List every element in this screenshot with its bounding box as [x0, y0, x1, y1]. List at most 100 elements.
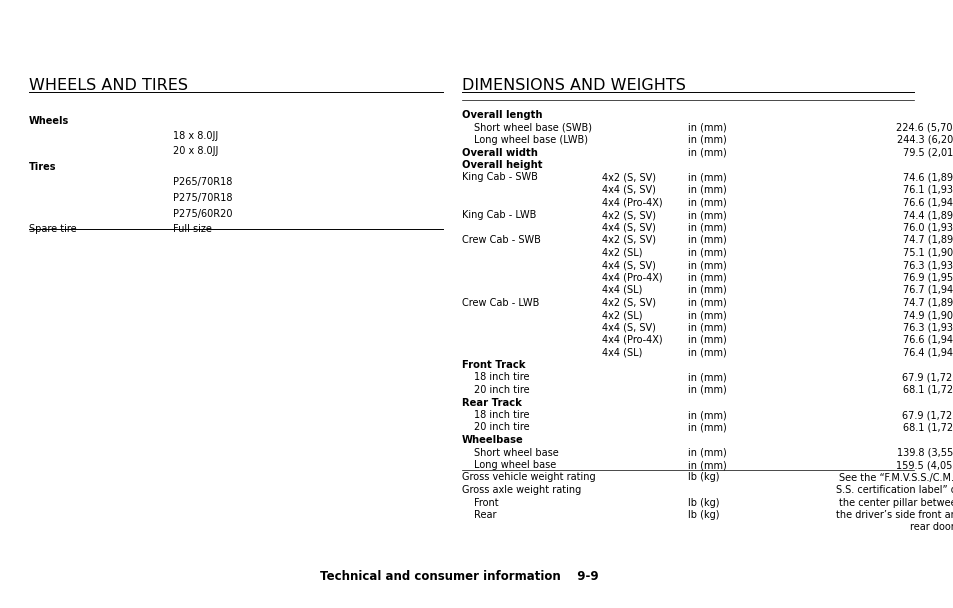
Text: 76.1 (1,934): 76.1 (1,934) [902, 185, 953, 195]
Text: Long wheel base: Long wheel base [473, 460, 556, 470]
Text: 18 x 8.0JJ: 18 x 8.0JJ [173, 131, 218, 141]
Text: Short wheel base (SWB): Short wheel base (SWB) [473, 122, 591, 133]
Text: lb (kg): lb (kg) [687, 472, 719, 483]
Text: in (mm): in (mm) [687, 122, 726, 133]
Text: the driver’s side front and: the driver’s side front and [835, 510, 953, 520]
Text: lb (kg): lb (kg) [687, 497, 719, 508]
Text: 4x2 (S, SV): 4x2 (S, SV) [601, 235, 655, 245]
Text: in (mm): in (mm) [687, 310, 726, 320]
Text: lb (kg): lb (kg) [687, 510, 719, 520]
Text: 76.6 (1,946): 76.6 (1,946) [902, 335, 953, 345]
Text: Crew Cab - SWB: Crew Cab - SWB [461, 235, 540, 245]
Text: in (mm): in (mm) [687, 198, 726, 207]
Text: in (mm): in (mm) [687, 185, 726, 195]
Text: 4x2 (S, SV): 4x2 (S, SV) [601, 210, 655, 220]
Text: Wheelbase: Wheelbase [461, 435, 523, 445]
Text: 74.7 (1,898): 74.7 (1,898) [902, 235, 953, 245]
Text: P275/60R20: P275/60R20 [173, 209, 233, 218]
Text: in (mm): in (mm) [687, 135, 726, 145]
Text: DIMENSIONS AND WEIGHTS: DIMENSIONS AND WEIGHTS [461, 78, 685, 93]
Text: 4x4 (Pro-4X): 4x4 (Pro-4X) [601, 198, 661, 207]
Text: Tires: Tires [29, 162, 56, 172]
Text: 74.6 (1,896): 74.6 (1,896) [902, 173, 953, 182]
Text: 4x4 (Pro-4X): 4x4 (Pro-4X) [601, 272, 661, 283]
Text: 76.9 (1,954): 76.9 (1,954) [902, 272, 953, 283]
Text: Gross vehicle weight rating: Gross vehicle weight rating [461, 472, 595, 483]
Text: 76.7 (1,949): 76.7 (1,949) [902, 285, 953, 295]
Text: 18 inch tire: 18 inch tire [473, 373, 529, 382]
Text: 74.4 (1,891): 74.4 (1,891) [902, 210, 953, 220]
Text: Technical and consumer information    9-9: Technical and consumer information 9-9 [319, 570, 598, 583]
Text: in (mm): in (mm) [687, 447, 726, 457]
Text: in (mm): in (mm) [687, 247, 726, 258]
Text: Front Track: Front Track [461, 360, 525, 370]
Text: in (mm): in (mm) [687, 285, 726, 295]
Text: Long wheel base (LWB): Long wheel base (LWB) [473, 135, 587, 145]
Text: in (mm): in (mm) [687, 322, 726, 333]
Text: in (mm): in (mm) [687, 223, 726, 232]
Text: 75.1 (1,908): 75.1 (1,908) [902, 247, 953, 258]
Text: Overall length: Overall length [461, 110, 542, 120]
Text: 4x4 (SL): 4x4 (SL) [601, 348, 641, 358]
Text: in (mm): in (mm) [687, 460, 726, 470]
Text: Full size: Full size [173, 224, 212, 234]
Text: 4x4 (SL): 4x4 (SL) [601, 285, 641, 295]
Text: 76.4 (1,941): 76.4 (1,941) [902, 348, 953, 358]
Text: 4x4 (S, SV): 4x4 (S, SV) [601, 223, 655, 232]
Text: 4x4 (Pro-4X): 4x4 (Pro-4X) [601, 335, 661, 345]
Text: 4x4 (S, SV): 4x4 (S, SV) [601, 322, 655, 333]
Text: in (mm): in (mm) [687, 297, 726, 308]
Text: Gross axle weight rating: Gross axle weight rating [461, 485, 580, 495]
Text: Spare tire: Spare tire [29, 224, 76, 234]
Text: P275/70R18: P275/70R18 [173, 193, 233, 203]
Text: in (mm): in (mm) [687, 235, 726, 245]
Text: in (mm): in (mm) [687, 373, 726, 382]
Text: in (mm): in (mm) [687, 210, 726, 220]
Text: in (mm): in (mm) [687, 148, 726, 157]
Text: 76.3 (1,939): 76.3 (1,939) [902, 260, 953, 270]
Text: WHEELS AND TIRES: WHEELS AND TIRES [29, 78, 188, 93]
Text: 4x2 (SL): 4x2 (SL) [601, 247, 641, 258]
Text: 20 inch tire: 20 inch tire [473, 385, 529, 395]
Text: in (mm): in (mm) [687, 173, 726, 182]
Text: 20 inch tire: 20 inch tire [473, 423, 529, 432]
Text: the center pillar between: the center pillar between [838, 497, 953, 508]
Text: 79.5 (2,019): 79.5 (2,019) [902, 148, 953, 157]
Text: 159.5 (4,050): 159.5 (4,050) [896, 460, 953, 470]
Text: 68.1 (1,729): 68.1 (1,729) [902, 423, 953, 432]
Text: 76.3 (1,939): 76.3 (1,939) [902, 322, 953, 333]
Text: 76.6 (1,946): 76.6 (1,946) [902, 198, 953, 207]
Text: 67.9 (1,725): 67.9 (1,725) [902, 373, 953, 382]
Text: Overall height: Overall height [461, 160, 542, 170]
Text: 74.9 (1,903): 74.9 (1,903) [902, 310, 953, 320]
Text: See the “F.M.V.S.S./C.M.V.: See the “F.M.V.S.S./C.M.V. [839, 472, 953, 483]
Text: 20 x 8.0JJ: 20 x 8.0JJ [173, 147, 218, 156]
Text: Wheels: Wheels [29, 116, 69, 125]
Text: in (mm): in (mm) [687, 348, 726, 358]
Text: Front: Front [473, 497, 497, 508]
Text: S.S. certification label” on: S.S. certification label” on [835, 485, 953, 495]
Text: King Cab - SWB: King Cab - SWB [461, 173, 537, 182]
Text: 4x4 (S, SV): 4x4 (S, SV) [601, 260, 655, 270]
Text: 4x4 (S, SV): 4x4 (S, SV) [601, 185, 655, 195]
Text: 67.9 (1,725): 67.9 (1,725) [902, 410, 953, 420]
Text: 74.7 (1,898): 74.7 (1,898) [902, 297, 953, 308]
Text: 4x2 (SL): 4x2 (SL) [601, 310, 641, 320]
Text: Crew Cab - LWB: Crew Cab - LWB [461, 297, 538, 308]
Text: 76.0 (1,931): 76.0 (1,931) [902, 223, 953, 232]
Text: 4x2 (S, SV): 4x2 (S, SV) [601, 173, 655, 182]
Text: rear doors.: rear doors. [909, 522, 953, 533]
Text: in (mm): in (mm) [687, 410, 726, 420]
Text: Overall width: Overall width [461, 148, 537, 157]
Text: 18 inch tire: 18 inch tire [473, 410, 529, 420]
Text: in (mm): in (mm) [687, 423, 726, 432]
Text: 68.1 (1,729): 68.1 (1,729) [902, 385, 953, 395]
Text: in (mm): in (mm) [687, 385, 726, 395]
Text: Short wheel base: Short wheel base [473, 447, 558, 457]
Text: in (mm): in (mm) [687, 272, 726, 283]
Text: King Cab - LWB: King Cab - LWB [461, 210, 536, 220]
Text: 224.6 (5,704): 224.6 (5,704) [895, 122, 953, 133]
Text: 4x2 (S, SV): 4x2 (S, SV) [601, 297, 655, 308]
Text: in (mm): in (mm) [687, 260, 726, 270]
Text: Rear: Rear [473, 510, 496, 520]
